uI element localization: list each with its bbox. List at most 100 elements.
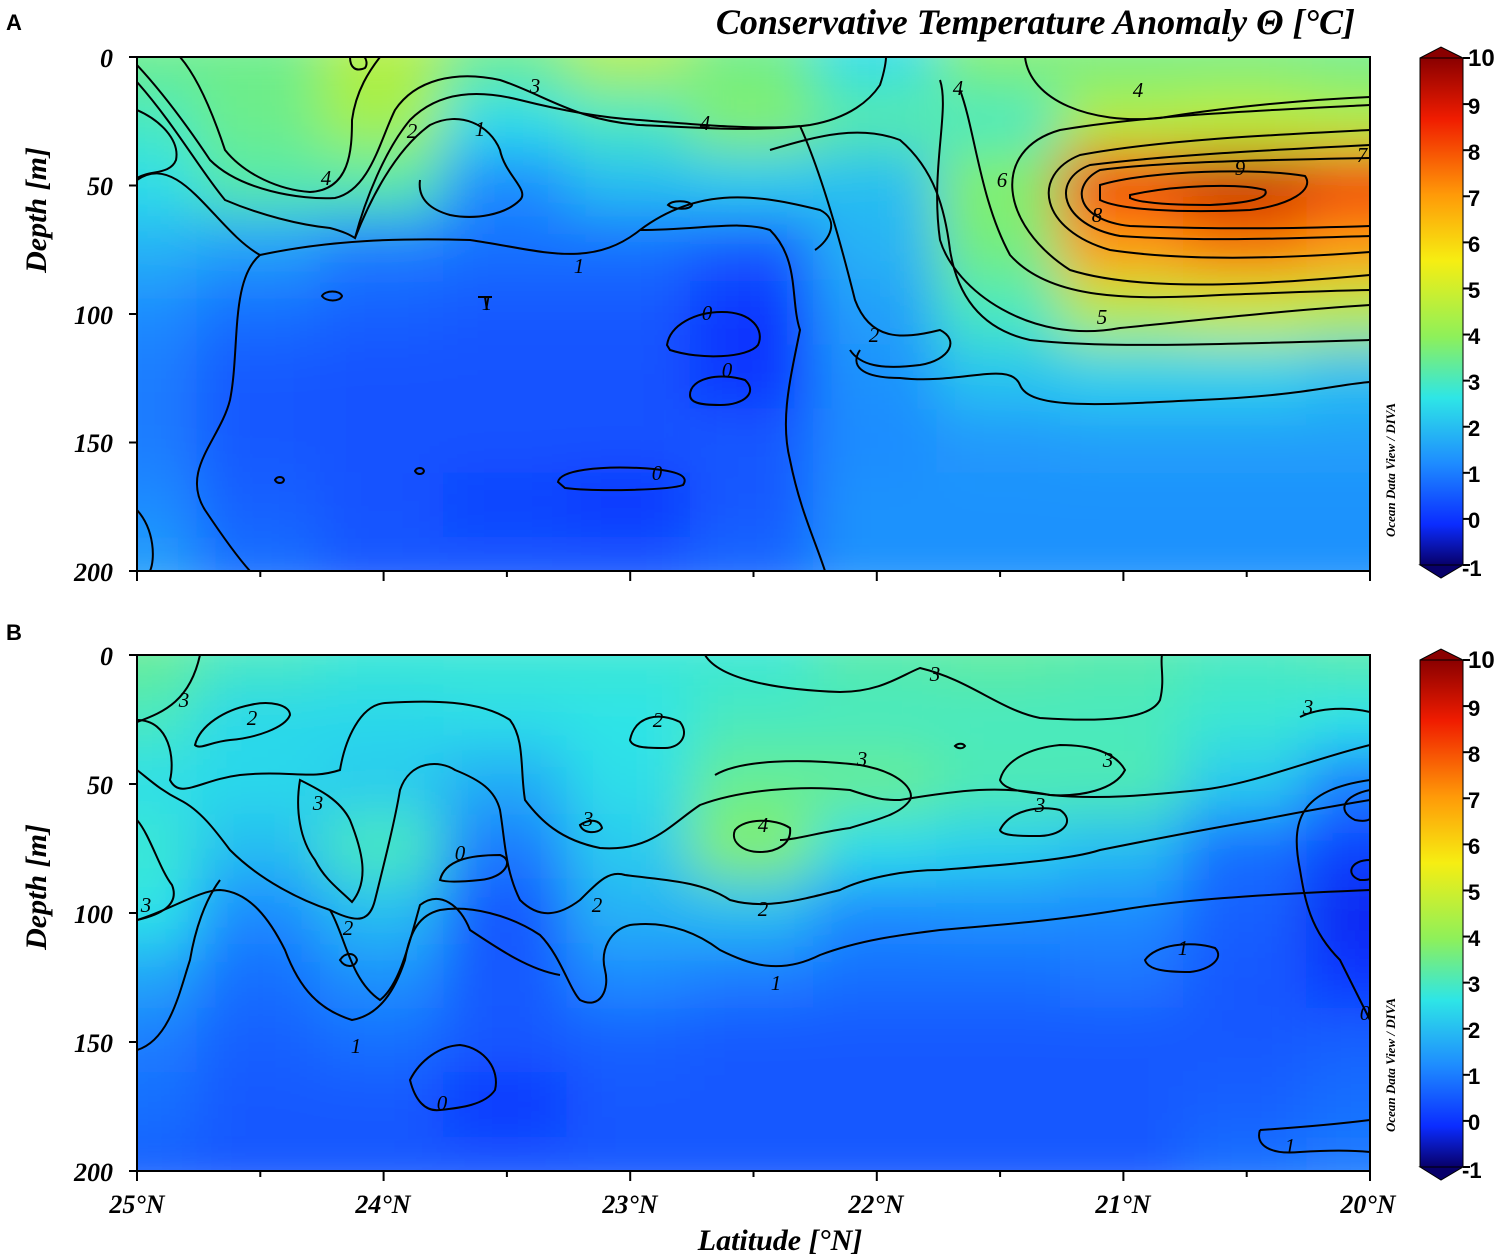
heatmap-cell [196, 536, 324, 571]
heatmap-cell [196, 151, 324, 220]
y-tick-label: 200 [73, 558, 113, 587]
contour-line [556, 466, 686, 492]
heatmap-cell [320, 749, 448, 819]
contour-line [1080, 157, 1370, 230]
contour-label: 2 [653, 708, 664, 732]
contour-line [578, 819, 604, 834]
contour-line [769, 131, 1370, 346]
heatmap-cell [1183, 279, 1311, 349]
contour-line [936, 79, 1370, 333]
contour-line [1047, 129, 1370, 259]
heatmap-cell [320, 408, 448, 477]
heatmap-cell [443, 685, 571, 754]
x-tick-label: 24°N [354, 1190, 411, 1219]
heatmap-cell [936, 749, 1064, 819]
contour-line [193, 702, 292, 748]
heatmap-cell [196, 1007, 324, 1077]
heatmap-cell [813, 749, 941, 819]
heatmap-cell [443, 1007, 571, 1077]
contour-label: 4 [1133, 78, 1144, 102]
heatmap-cell [137, 814, 201, 883]
colorbar-b-labels: 10 9 8 7 6 5 4 3 2 1 0 -1 [1462, 647, 1495, 1183]
heatmap-cell [936, 878, 1064, 948]
heatmap-cell [1183, 943, 1311, 1012]
panel-b-credit: Ocean Data View / DIVA [1383, 998, 1398, 1132]
heatmap-cell [813, 87, 941, 156]
contour-line [639, 224, 826, 571]
x-tick-label: 21°N [1094, 1190, 1151, 1219]
heatmap-cell [689, 408, 818, 477]
contour-label: 1 [1178, 936, 1189, 960]
colorbar-b-top-arrow [1419, 648, 1464, 661]
colorbar-label: 5 [1468, 880, 1480, 905]
contour-line [338, 953, 359, 967]
heatmap-cell [1183, 814, 1311, 883]
colorbar-b-ticks [1463, 659, 1470, 1168]
contour-line [998, 807, 1068, 838]
contour-line [137, 81, 801, 240]
contour-line [137, 763, 1370, 920]
heatmap-cell [320, 87, 448, 156]
heatmap-cell [813, 1136, 941, 1171]
heatmap-cell [813, 814, 941, 883]
colorbar-label: 6 [1468, 232, 1480, 257]
heatmap-cell [1306, 1007, 1370, 1077]
contour-label: 5 [1097, 305, 1108, 329]
contour-label: 3 [140, 893, 152, 917]
heatmap-cell [196, 87, 324, 156]
heatmap-cell [196, 279, 324, 349]
heatmap-cell [1059, 536, 1188, 571]
contour-line [1099, 170, 1308, 213]
heatmap-cell [1306, 151, 1370, 220]
heatmap-cell [813, 472, 941, 541]
contour-line [137, 700, 1370, 850]
colorbar-b-gradient [1419, 659, 1464, 1168]
heatmap-cell [320, 57, 448, 92]
heatmap-cell [566, 878, 694, 948]
colorbar-a-labels: 10 9 8 7 6 5 4 3 2 1 0 -1 [1462, 45, 1495, 581]
heatmap-cell [566, 1007, 694, 1077]
y-tick-label: 150 [74, 429, 113, 458]
contour-label: 4 [700, 111, 711, 135]
contour-line [665, 310, 761, 358]
colorbar-label: -1 [1462, 1158, 1482, 1183]
contour-line [1295, 779, 1370, 1021]
heatmap-cell [689, 685, 818, 754]
heatmap-cell [320, 344, 448, 413]
heatmap-cell [936, 1007, 1064, 1077]
y-tick-label: 50 [87, 172, 113, 201]
colorbar-a-top-arrow [1419, 46, 1464, 59]
contour-label: 0 [437, 1091, 448, 1115]
heatmap-cell [813, 344, 941, 413]
colorbar-a: 10 9 8 7 6 5 4 3 2 1 0 -1 [1418, 45, 1495, 581]
heatmap-cell [813, 943, 941, 1012]
contour-line [438, 853, 508, 883]
colorbar-label: 9 [1468, 94, 1480, 119]
contour-label: 3 [529, 74, 541, 98]
contour-line [688, 375, 752, 407]
heatmap-cell [1059, 878, 1188, 948]
colorbar-a-gradient [1419, 57, 1464, 566]
heatmap-cell [936, 344, 1064, 413]
heatmap-cell [813, 685, 941, 754]
heatmap-cell [320, 814, 448, 883]
contour-line [714, 760, 912, 841]
panel-a-credit: Ocean Data View / DIVA [1383, 403, 1398, 537]
contour-line [1129, 184, 1267, 207]
heatmap-cell [443, 472, 571, 541]
heatmap-cell [813, 1072, 941, 1141]
y-tick-label: 150 [74, 1029, 113, 1058]
contour-label: 0 [455, 841, 466, 865]
colorbar-b: 10 9 8 7 6 5 4 3 2 1 0 -1 [1418, 647, 1495, 1183]
heatmap-cell [936, 87, 1064, 156]
panel-a-contours [137, 57, 1370, 571]
colorbar-label: 0 [1468, 508, 1480, 533]
heatmap-cell [443, 57, 571, 92]
heatmap-cell [1306, 408, 1370, 477]
heatmap-cell [813, 655, 941, 690]
panel-b-contour-labels: 3 2 3 3 3 2 2 0 3 2 4 2 1 3 3 3 3 1 1 1 … [140, 662, 1371, 1158]
heatmap-cell [320, 1072, 448, 1141]
contour-label: 4 [758, 813, 769, 837]
heatmap-cell [1059, 1007, 1188, 1077]
heatmap-cell [689, 151, 818, 220]
